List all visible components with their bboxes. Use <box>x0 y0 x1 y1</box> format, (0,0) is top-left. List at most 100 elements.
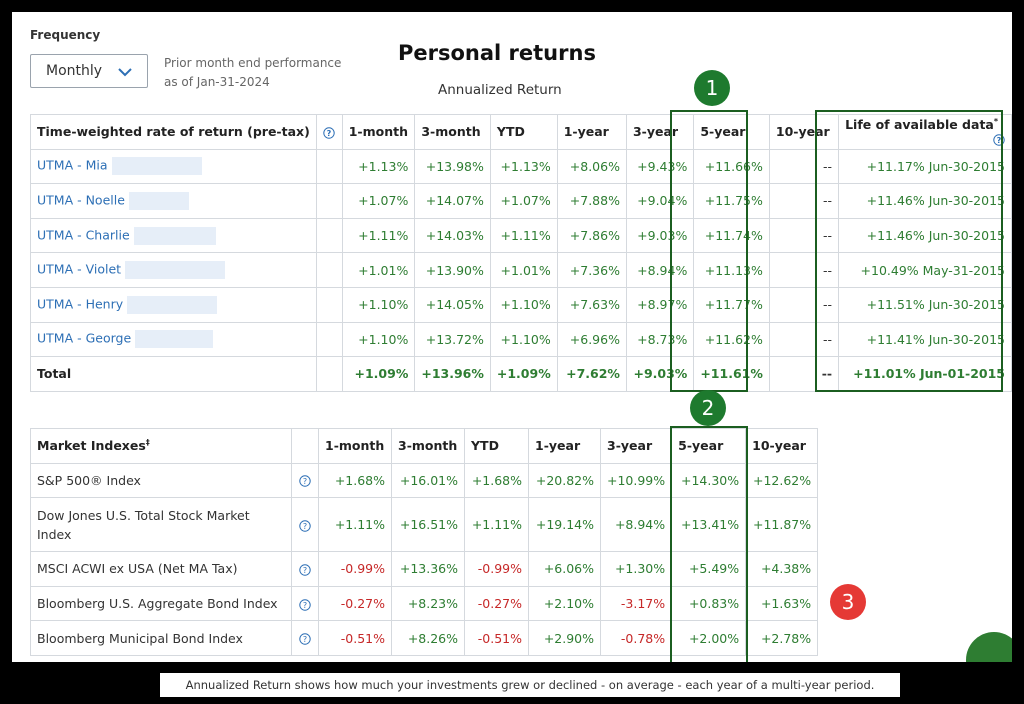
account-link[interactable]: UTMA - George <box>37 330 132 346</box>
index-return-cell: +1.30% <box>599 551 673 587</box>
index-help-button[interactable]: ? <box>291 620 319 656</box>
return-cell: +8.73% <box>625 321 695 358</box>
life-cell: +11.51% Jun-30-2015 <box>838 286 1012 323</box>
return-cell: +1.11% <box>489 217 558 254</box>
index-help-button[interactable]: ? <box>291 497 319 553</box>
performance-header-name: Time-weighted rate of return (pre-tax) <box>30 114 317 150</box>
page-title: Personal returns <box>398 41 596 65</box>
return-cell: -- <box>768 321 840 358</box>
index-return-cell: -0.27% <box>464 585 529 622</box>
index-help-button[interactable]: ? <box>291 585 319 622</box>
table-row: UTMA - Charlie +1.11% +14.03% +1.11% +7.86% +… <box>30 217 1012 254</box>
redacted-block <box>133 226 216 245</box>
index-return-cell: +2.00% <box>671 620 747 656</box>
redacted-block <box>128 191 189 210</box>
floating-action-button[interactable] <box>966 632 1012 662</box>
index-help-button[interactable]: ? <box>291 462 319 499</box>
total-row: Total +1.09% +13.96% +1.09% +7.62% +9.03% +11.… <box>30 356 1012 392</box>
index-return-cell: -0.99% <box>464 551 529 587</box>
total-return-cell: +11.61% <box>693 356 770 392</box>
return-cell: +8.97% <box>625 286 695 323</box>
table-row: UTMA - George +1.10% +13.72% +1.10% +6.96% +8… <box>30 321 1012 358</box>
performance-header-row: Time-weighted rate of return (pre-tax) ?… <box>30 114 1012 150</box>
return-cell: +7.88% <box>556 183 627 219</box>
question-circle-icon[interactable]: ? <box>993 134 1005 147</box>
svg-text:?: ? <box>997 136 1002 145</box>
return-cell: +1.01% <box>489 252 558 288</box>
question-circle-icon: ? <box>299 598 311 611</box>
return-cell: +1.10% <box>341 286 416 323</box>
life-header-mark: * <box>993 117 999 127</box>
question-circle-icon: ? <box>299 475 311 488</box>
index-return-cell: -0.27% <box>318 585 392 622</box>
return-cell: +13.72% <box>414 321 491 358</box>
index-name: Dow Jones U.S. Total Stock Market Index <box>30 497 292 553</box>
total-return-cell: +7.62% <box>556 356 627 392</box>
help-button[interactable]: ? <box>315 114 343 150</box>
return-cell: +6.96% <box>556 321 627 358</box>
indexes-header-name: Market Indexes‡ <box>30 428 292 464</box>
index-help-button[interactable]: ? <box>291 551 319 587</box>
frequency-dropdown[interactable]: Monthly <box>30 54 148 88</box>
return-cell: +1.13% <box>489 148 558 185</box>
return-cell: +7.36% <box>556 252 627 288</box>
svg-text:?: ? <box>303 477 307 486</box>
prior-line-1: Prior month end performance <box>164 56 342 70</box>
index-return-cell: +2.90% <box>528 620 601 656</box>
account-cell: UTMA - Henry <box>30 286 317 323</box>
empty-cell <box>315 217 343 254</box>
account-link[interactable]: UTMA - Noelle <box>37 192 125 208</box>
index-return-cell: +5.49% <box>671 551 747 587</box>
return-cell: +9.04% <box>625 183 695 219</box>
account-link[interactable]: UTMA - Violet <box>37 261 122 277</box>
svg-text:?: ? <box>303 566 307 575</box>
col-header: 1-month <box>318 428 392 464</box>
return-cell: +1.10% <box>489 321 558 358</box>
col-header: 3-year <box>599 428 673 464</box>
total-return-cell: +1.09% <box>341 356 416 392</box>
table-row: Dow Jones U.S. Total Stock Market Index?… <box>30 497 819 553</box>
empty-cell <box>315 321 343 358</box>
redacted-block <box>135 330 214 349</box>
table-row: S&P 500® Index? +1.68% +16.01% +1.68% +20.82… <box>30 462 819 499</box>
return-cell: +11.66% <box>693 148 770 185</box>
account-link[interactable]: UTMA - Charlie <box>37 227 130 243</box>
index-name: MSCI ACWI ex USA (Net MA Tax) <box>30 551 292 587</box>
return-cell: -- <box>768 148 840 185</box>
index-return-cell: +1.11% <box>318 497 392 553</box>
question-circle-icon: ? <box>299 633 311 645</box>
total-return-cell: -- <box>768 356 840 392</box>
index-return-cell: +0.83% <box>671 585 747 622</box>
indexes-header-mark: ‡ <box>145 438 150 448</box>
index-return-cell: +8.23% <box>391 585 465 622</box>
index-return-cell: +12.62% <box>745 462 819 499</box>
life-cell: +11.46% Jun-30-2015 <box>838 217 1012 254</box>
account-link[interactable]: UTMA - Mia <box>37 157 108 173</box>
return-cell: +9.03% <box>625 217 695 254</box>
empty-cell <box>315 148 343 185</box>
col-header: YTD <box>489 114 558 150</box>
index-return-cell: -0.51% <box>318 620 392 656</box>
callout-badge-3: 3 <box>830 584 866 620</box>
col-header: 10-year <box>768 114 840 150</box>
account-link[interactable]: UTMA - Henry <box>37 296 124 312</box>
life-cell: +11.46% Jun-30-2015 <box>838 183 1012 219</box>
return-cell: +1.07% <box>341 183 416 219</box>
svg-text:?: ? <box>303 635 307 644</box>
account-cell: UTMA - George <box>30 321 317 358</box>
index-return-cell: +16.01% <box>391 462 465 499</box>
market-indexes-table: Market Indexes‡ 1-month 3-month YTD 1-ye… <box>30 428 819 656</box>
question-circle-icon: ? <box>323 127 335 139</box>
total-label: Total <box>30 356 317 392</box>
return-cell: +1.10% <box>341 321 416 358</box>
index-name: Bloomberg U.S. Aggregate Bond Index <box>30 585 292 622</box>
return-cell: +1.10% <box>489 286 558 323</box>
table-row: Bloomberg Municipal Bond Index? -0.51% +8.… <box>30 620 819 656</box>
total-return-cell: +13.96% <box>414 356 491 392</box>
index-name: Bloomberg Municipal Bond Index <box>30 620 292 656</box>
index-return-cell: +1.11% <box>464 497 529 553</box>
index-return-cell: +6.06% <box>528 551 601 587</box>
frequency-label: Frequency <box>30 28 101 42</box>
index-return-cell: +1.68% <box>318 462 392 499</box>
return-cell: +7.86% <box>556 217 627 254</box>
